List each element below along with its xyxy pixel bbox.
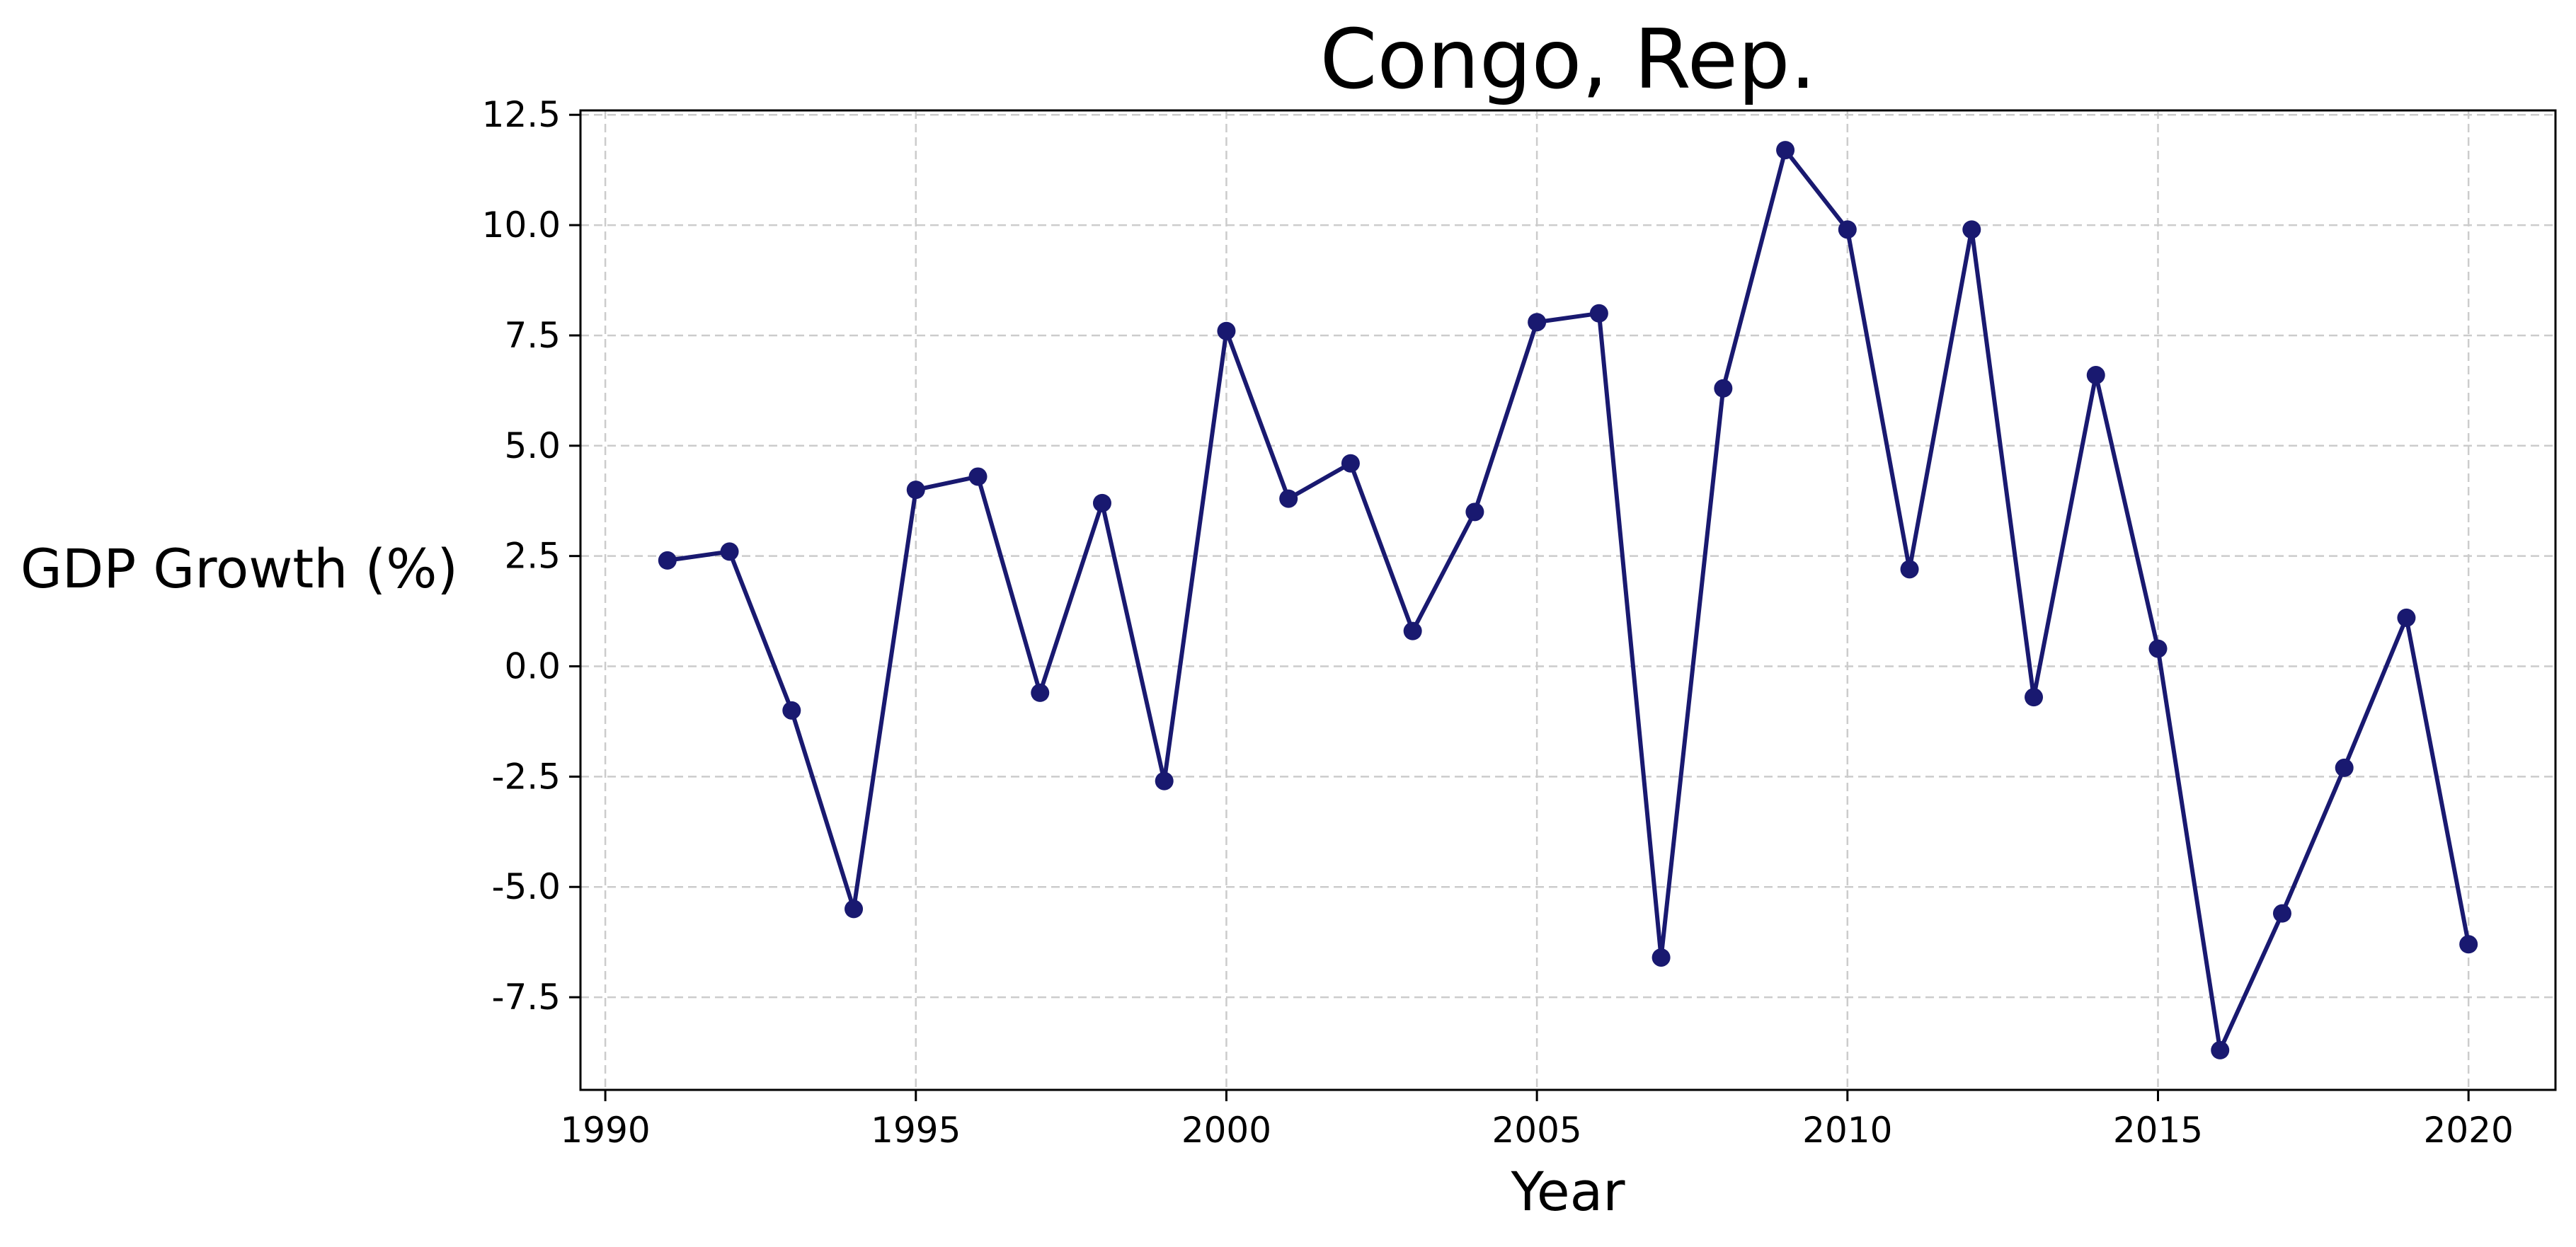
x-axis-title: Year [1511,1160,1626,1223]
data-point [2211,1040,2230,1059]
data-point [1528,313,1547,332]
data-point [2335,758,2354,777]
x-tick-label: 2015 [2113,1110,2203,1151]
series-line [667,148,2471,1052]
series-layer [658,141,2478,1059]
y-tick-label: 0.0 [504,646,561,687]
data-point [2459,935,2478,954]
data-point [658,551,677,570]
data-point [1031,683,1050,702]
y-tick-label: 7.5 [504,315,561,356]
x-tick-label: 2020 [2424,1110,2514,1151]
grid-lines [580,110,2555,1090]
data-point [2272,904,2291,923]
data-point [1279,489,1298,508]
data-point [1714,379,1733,398]
x-tick-label: 1990 [560,1110,650,1151]
y-tick-label: 10.0 [482,205,561,246]
data-point [1900,560,1919,579]
y-tick-label: -7.5 [491,977,561,1018]
data-point [1465,502,1484,522]
y-tick-label: 12.5 [482,94,561,135]
data-point [845,900,864,919]
data-point [782,701,801,720]
axis-ticks: 1990 1995 2000 2005 2010 2015 2020 -7.5 -5.0 -2.5… [482,94,2514,1151]
data-point [2397,608,2416,627]
data-point [968,467,988,486]
data-point [1776,141,1795,160]
data-point [1341,454,1360,473]
y-tick-label: 5.0 [504,425,561,466]
data-point [1651,948,1671,967]
data-point [1962,220,1981,239]
data-point [2025,688,2044,707]
y-tick-label: -5.0 [491,866,561,907]
x-tick-label: 2000 [1181,1110,1271,1151]
x-tick-label: 2005 [1492,1110,1582,1151]
data-point [1589,304,1608,323]
data-point [2086,366,2105,385]
x-tick-label: 1995 [871,1110,961,1151]
y-tick-label: 2.5 [504,536,561,577]
data-point [1155,771,1174,791]
data-point [720,542,739,561]
chart-title: Congo, Rep. [1320,12,1816,108]
y-tick-label: -2.5 [491,756,561,797]
data-point [2148,639,2168,658]
plot-frame [579,109,2557,1091]
data-point [1838,220,1857,239]
data-point [1217,321,1236,340]
data-point [1403,621,1422,640]
data-point [906,481,925,500]
data-point [1092,493,1111,512]
x-tick-label: 2010 [1802,1110,1892,1151]
y-axis-title: GDP Growth (%) [21,537,458,600]
